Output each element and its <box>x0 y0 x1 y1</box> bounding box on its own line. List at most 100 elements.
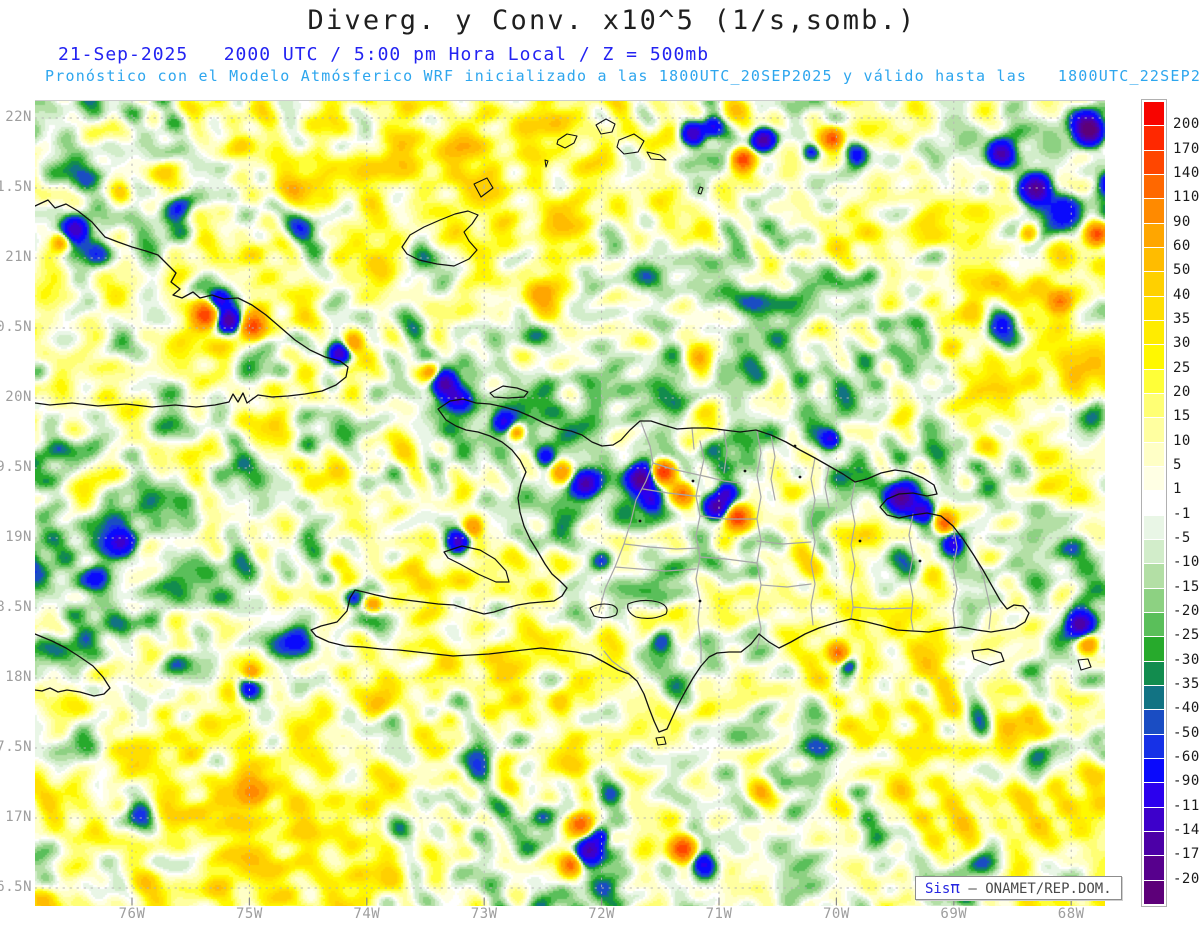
province-border <box>652 462 741 484</box>
cuba-coastline <box>35 199 349 408</box>
colorbar-label: -35 <box>1173 676 1200 692</box>
colorbar-segment <box>1144 661 1164 685</box>
colorbar-label: -60 <box>1173 749 1200 765</box>
colorbar-segment <box>1144 880 1164 904</box>
lake-enriquillo <box>627 599 668 620</box>
colorbar-label: 110 <box>1173 189 1200 206</box>
colorbar-label: -20 <box>1173 603 1200 619</box>
gonave-island <box>443 545 510 583</box>
colorbar-segment <box>1144 369 1164 393</box>
province-border <box>598 421 654 613</box>
colorbar-segment <box>1144 150 1164 174</box>
colorbar-label: -30 <box>1173 651 1200 668</box>
coastlines <box>35 118 1092 746</box>
pi-glyph: π <box>950 878 960 897</box>
colorbar-label: 25 <box>1173 359 1191 376</box>
colorbar-segment <box>1144 734 1164 758</box>
province-border <box>908 513 914 631</box>
colorbar-label: 90 <box>1173 213 1191 230</box>
colorbar-label: 1 <box>1173 481 1182 498</box>
lat-label: 21N <box>5 249 32 265</box>
colorbar-label: 15 <box>1173 408 1191 425</box>
grand-turk-island <box>697 186 704 195</box>
lat-label: 17N <box>5 809 32 825</box>
station-dot <box>858 539 862 543</box>
lat-label: 20N <box>5 389 32 405</box>
map-overlay <box>35 101 1105 906</box>
colorbar-segment <box>1144 807 1164 831</box>
colorbar-segment <box>1144 588 1164 612</box>
colorbar-segment <box>1144 199 1164 223</box>
station-dot <box>793 444 797 448</box>
colorbar-segment <box>1144 783 1164 807</box>
colorbar-segment <box>1144 442 1164 466</box>
province-border <box>614 566 697 572</box>
province-border <box>770 434 776 501</box>
little-inagua-island <box>473 177 494 198</box>
colorbar-label: -90 <box>1173 773 1200 790</box>
colorbar-segment <box>1144 491 1164 515</box>
province-border <box>691 427 695 450</box>
province-border <box>723 429 728 474</box>
colorbar-segment <box>1144 393 1164 418</box>
colorbar-label: 5 <box>1173 457 1182 473</box>
lat-label: 22N <box>5 109 32 125</box>
lon-label: 69W <box>940 906 968 922</box>
colorbar-segment <box>1144 856 1164 880</box>
beata-island <box>655 736 667 746</box>
lake-azuei <box>589 603 618 619</box>
colorbar-segment <box>1144 272 1164 296</box>
colorbar-segment <box>1144 320 1164 345</box>
colorbar-label: -5 <box>1173 530 1191 546</box>
colorbar-segment <box>1144 102 1164 126</box>
colorbar-segment <box>1144 539 1164 564</box>
colorbar-label: -10 <box>1173 554 1200 571</box>
colorbar <box>1141 99 1167 907</box>
province-border <box>810 457 816 626</box>
lon-label: 71W <box>705 906 733 922</box>
colorbar-segment <box>1144 466 1164 491</box>
station-dot <box>918 559 922 563</box>
watermark-brand: Sisπ <box>925 878 960 897</box>
colorbar-label: 40 <box>1173 286 1191 303</box>
lat-label: 7.5N <box>0 739 32 755</box>
colorbar-segment <box>1144 174 1164 199</box>
province-border <box>695 440 705 664</box>
lon-label: 72W <box>588 906 615 922</box>
mayaguana-island <box>556 133 578 149</box>
province-border <box>623 543 701 550</box>
colorbar-segment <box>1144 126 1164 150</box>
chart-title: Diverg. y Conv. x10^5 (1/s,somb.) <box>307 5 917 36</box>
province-border <box>850 481 856 620</box>
province-border <box>952 525 958 628</box>
province-border <box>760 583 812 588</box>
hispaniola-coastline <box>310 398 1030 733</box>
colorbar-segment <box>1144 758 1164 783</box>
colorbar-label: -25 <box>1173 627 1200 644</box>
colorbar-segment <box>1144 418 1164 442</box>
colorbar-segment <box>1144 831 1164 856</box>
province-border <box>603 650 630 674</box>
colorbar-label: -1 <box>1173 505 1191 522</box>
lon-label: 76W <box>118 906 146 922</box>
colorbar-label: -40 <box>1173 700 1200 717</box>
colorbar-label: -110 <box>1173 797 1200 814</box>
colorbar-segment <box>1144 247 1164 272</box>
colorbar-segment <box>1144 685 1164 710</box>
colorbar-segment <box>1144 564 1164 588</box>
province-border <box>962 538 992 630</box>
saona-island <box>971 648 1005 666</box>
lat-label: 1.5N <box>0 179 32 195</box>
colorbar-segment <box>1144 345 1164 369</box>
datetime-subtitle: 21-Sep-2025 2000 UTC / 5:00 pm Hora Loca… <box>58 44 710 65</box>
colorbar-segment <box>1144 296 1164 320</box>
map-plot-area <box>35 100 1105 906</box>
lon-label: 74W <box>353 906 381 922</box>
colorbar-label: 30 <box>1173 335 1191 352</box>
province-border <box>642 488 701 497</box>
caicos-island-west <box>595 118 616 135</box>
station-dot <box>743 469 747 473</box>
station-dot <box>638 519 642 523</box>
divergence-field-canvas <box>35 101 1105 906</box>
